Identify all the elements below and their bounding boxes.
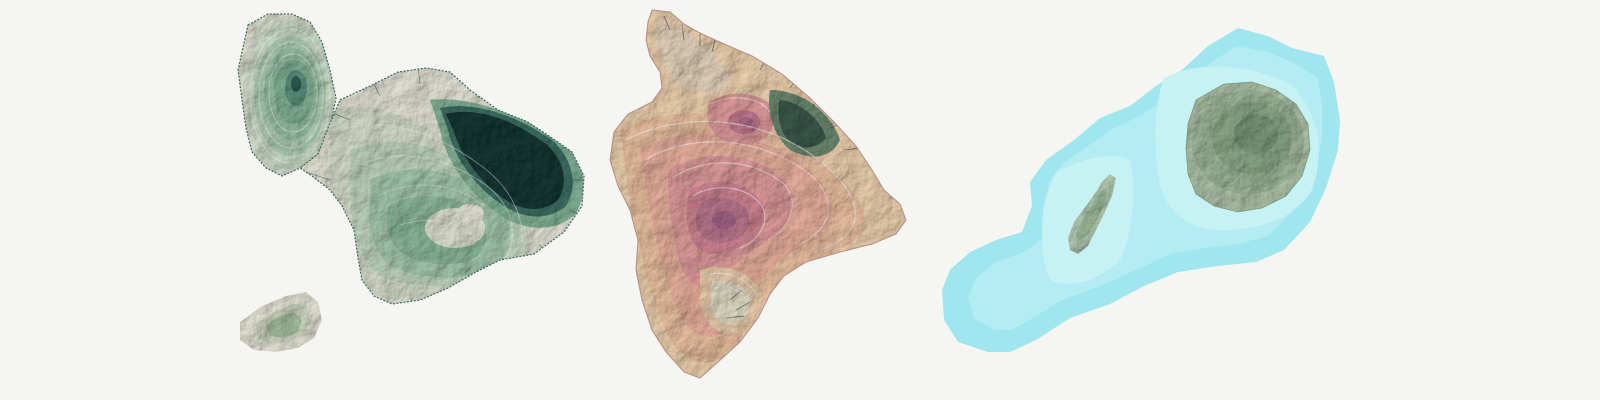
maui-island [237, 13, 585, 305]
kauai-island [1185, 81, 1311, 213]
kahoolawe-island [240, 292, 322, 352]
niihau-island [1068, 174, 1116, 254]
hawaii-island [609, 9, 907, 379]
kauai-niihau-islands [942, 28, 1340, 352]
